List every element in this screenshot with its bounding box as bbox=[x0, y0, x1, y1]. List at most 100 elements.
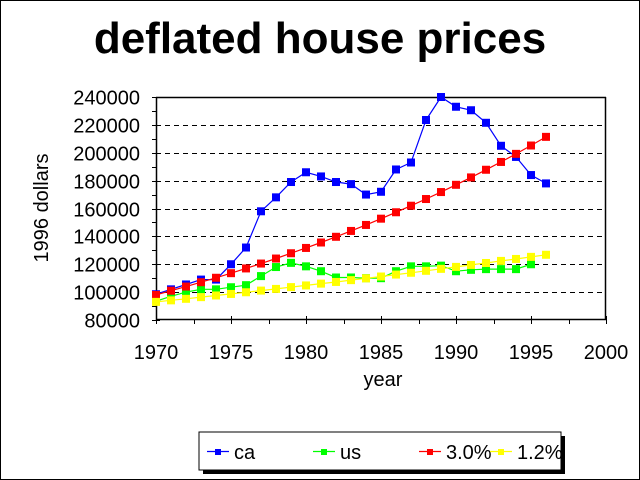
data-point-3-0 bbox=[272, 254, 280, 263]
data-point-ca bbox=[227, 260, 235, 269]
data-point-1-2 bbox=[347, 276, 355, 285]
data-point-us bbox=[512, 265, 520, 274]
data-point-us bbox=[497, 265, 505, 274]
data-point-1-2 bbox=[362, 274, 370, 283]
data-point-3-0 bbox=[467, 173, 475, 182]
y-axis-label: 1996 dollars bbox=[31, 154, 53, 263]
x-tick-label: 1970 bbox=[134, 342, 179, 364]
data-point-1-2 bbox=[332, 277, 340, 286]
data-point-us bbox=[467, 265, 475, 274]
data-point-3-0 bbox=[497, 157, 505, 166]
data-point-1-2 bbox=[227, 289, 235, 298]
legend-swatch-marker bbox=[215, 449, 221, 455]
y-tick-label: 220000 bbox=[73, 116, 140, 138]
data-point-1-2 bbox=[377, 272, 385, 281]
x-tick-label: 2000 bbox=[584, 342, 629, 364]
y-tick-label: 80000 bbox=[84, 311, 140, 333]
data-point-1-2 bbox=[482, 258, 490, 267]
y-tick-label: 120000 bbox=[73, 255, 140, 277]
series-us bbox=[152, 258, 535, 306]
data-point-ca bbox=[317, 172, 325, 181]
y-tick-label: 180000 bbox=[73, 172, 140, 194]
data-point-3-0 bbox=[347, 226, 355, 235]
data-point-3-0 bbox=[542, 132, 550, 141]
data-point-1-2 bbox=[467, 260, 475, 269]
data-point-1-2 bbox=[527, 252, 535, 261]
data-point-1-2 bbox=[542, 250, 550, 259]
x-axis-label: year bbox=[364, 369, 403, 391]
data-point-3-0 bbox=[212, 273, 220, 282]
data-point-1-2 bbox=[272, 284, 280, 293]
data-point-us bbox=[227, 283, 235, 292]
data-point-1-2 bbox=[302, 281, 310, 290]
series-3-0 bbox=[152, 132, 550, 299]
axes bbox=[152, 96, 607, 324]
data-point-3-0 bbox=[437, 188, 445, 197]
data-point-3-0 bbox=[167, 286, 175, 295]
data-point-us bbox=[242, 281, 250, 290]
legend-label: 1.2% bbox=[517, 442, 563, 464]
data-point-us bbox=[197, 285, 205, 294]
legend-item-us: us bbox=[313, 442, 361, 464]
data-point-ca bbox=[407, 158, 415, 167]
data-point-ca bbox=[527, 171, 535, 180]
data-point-3-0 bbox=[527, 141, 535, 150]
data-point-ca bbox=[257, 207, 265, 216]
x-tick-labels: 1970 1975 1980 1985 1990 1995 2000 bbox=[134, 342, 629, 364]
data-point-ca bbox=[452, 102, 460, 111]
data-point-1-2 bbox=[257, 286, 265, 295]
data-point-3-0 bbox=[182, 282, 190, 291]
data-point-us bbox=[452, 267, 460, 276]
data-point-us bbox=[302, 262, 310, 271]
data-point-us bbox=[332, 273, 340, 282]
legend-swatch-marker bbox=[498, 449, 504, 455]
data-point-3-0 bbox=[377, 214, 385, 223]
data-point-ca bbox=[347, 180, 355, 189]
data-point-1-2 bbox=[422, 266, 430, 275]
data-point-us bbox=[482, 265, 490, 274]
data-point-3-0 bbox=[512, 149, 520, 158]
data-point-1-2 bbox=[392, 270, 400, 279]
data-point-3-0 bbox=[197, 278, 205, 287]
data-point-1-2 bbox=[317, 279, 325, 288]
data-point-ca bbox=[497, 141, 505, 150]
legend-label: ca bbox=[234, 442, 256, 464]
data-point-ca bbox=[422, 115, 430, 124]
data-point-ca bbox=[467, 106, 475, 115]
data-point-us bbox=[182, 288, 190, 297]
data-point-us bbox=[527, 260, 535, 269]
gridlines bbox=[156, 125, 606, 293]
data-point-3-0 bbox=[287, 249, 295, 258]
data-point-ca bbox=[482, 118, 490, 127]
x-tick-label: 1980 bbox=[284, 342, 329, 364]
data-point-ca bbox=[392, 165, 400, 174]
data-point-3-0 bbox=[422, 195, 430, 204]
data-point-ca bbox=[332, 178, 340, 187]
data-point-1-2 bbox=[182, 294, 190, 303]
x-tick-label: 1990 bbox=[434, 342, 479, 364]
data-point-1-2 bbox=[437, 264, 445, 273]
data-point-us bbox=[407, 262, 415, 271]
legend-swatch-marker bbox=[321, 449, 327, 455]
data-point-us bbox=[167, 292, 175, 301]
data-point-ca bbox=[302, 168, 310, 177]
y-tick-label: 100000 bbox=[73, 283, 140, 305]
data-point-3-0 bbox=[482, 165, 490, 174]
data-point-us bbox=[287, 258, 295, 267]
y-tick-label: 240000 bbox=[73, 88, 140, 110]
legend-item-ca: ca bbox=[207, 442, 256, 464]
legend-item-3-0: 3.0% bbox=[419, 442, 492, 464]
x-tick-label: 1975 bbox=[209, 342, 254, 364]
data-point-3-0 bbox=[242, 264, 250, 273]
data-point-3-0 bbox=[392, 208, 400, 217]
y-tick-label: 160000 bbox=[73, 200, 140, 222]
data-point-3-0 bbox=[317, 238, 325, 247]
data-point-1-2 bbox=[242, 288, 250, 297]
data-point-3-0 bbox=[362, 220, 370, 229]
data-point-1-2 bbox=[452, 262, 460, 271]
data-point-ca bbox=[437, 93, 445, 101]
legend-swatch-marker bbox=[427, 449, 433, 455]
chart-title: deflated house prices bbox=[94, 14, 546, 63]
data-point-ca bbox=[242, 243, 250, 252]
